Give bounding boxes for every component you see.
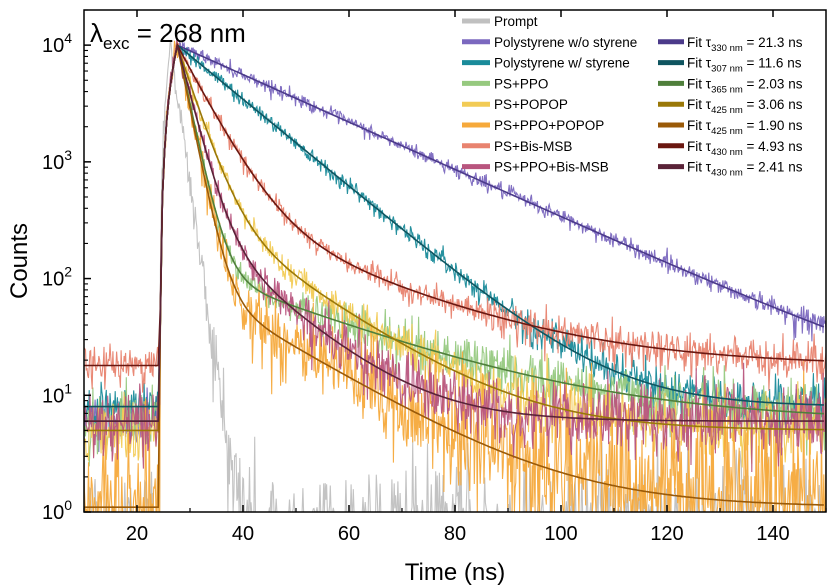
fit-wavelength: 330 nm — [711, 43, 743, 54]
series-ps-bis-msb — [84, 43, 826, 393]
y-tick-label: 100 — [42, 497, 72, 524]
legend-fit-label: Fit τ430 nm = 2.41 ns — [687, 160, 803, 179]
fit-prefix: Fit τ — [687, 139, 712, 154]
x-tick-label: 100 — [544, 523, 577, 545]
x-axis-title: Time (ns) — [405, 559, 505, 586]
legend-label: PS+PPO+Bis-MSB — [494, 160, 609, 175]
fit-prefix: Fit τ — [687, 118, 712, 133]
fit-wavelength: 430 nm — [711, 168, 743, 179]
fit-prefix: Fit τ — [687, 160, 712, 175]
legend-fit-label: Fit τ425 nm = 3.06 ns — [687, 97, 803, 116]
legend-label: Prompt — [494, 14, 538, 29]
y-tick-exponent: 0 — [64, 497, 72, 513]
y-tick-base: 10 — [42, 152, 64, 174]
fit-tau: = 21.3 ns — [743, 35, 803, 50]
x-tick-label: 140 — [756, 523, 789, 545]
y-axis-title: Counts — [6, 223, 33, 299]
x-tick-label: 120 — [650, 523, 683, 545]
legend-label: PS+PPO+POPOP — [494, 118, 604, 133]
fit-prefix: Fit τ — [687, 97, 712, 112]
y-tick-base: 10 — [42, 385, 64, 407]
fit-tau: = 11.6 ns — [743, 56, 802, 71]
fit-line-7 — [84, 44, 824, 422]
y-tick-exponent: 4 — [64, 30, 72, 46]
x-tick-label: 80 — [444, 523, 466, 545]
legend-label: PS+PPO — [494, 76, 548, 91]
fit-tau: = 2.41 ns — [743, 160, 803, 175]
fit-tau: = 1.90 ns — [743, 118, 803, 133]
legend-label: Polystyrene w/ styrene — [494, 56, 630, 71]
fit-prefix: Fit τ — [687, 35, 712, 50]
fit-line-3 — [84, 44, 824, 422]
legend: Prompt Polystyrene w/o styrene Polystyrene… — [462, 14, 803, 179]
legend-fit-label: Fit τ365 nm = 2.03 ns — [687, 76, 803, 95]
y-tick-label: 101 — [42, 380, 72, 407]
fit-line-5 — [84, 44, 824, 508]
fit-wavelength: 307 nm — [711, 64, 743, 75]
fit-wavelength: 425 nm — [711, 105, 743, 116]
legend-label: PS+Bis-MSB — [494, 139, 572, 154]
y-tick-label: 103 — [42, 147, 72, 174]
x-tick-label: 60 — [338, 523, 360, 545]
y-tick-exponent: 3 — [64, 147, 72, 163]
fit-tau: = 2.03 ns — [743, 76, 803, 91]
fit-line-2 — [84, 43, 824, 408]
fit-wavelength: 365 nm — [711, 84, 743, 95]
fit-tau: = 4.93 ns — [743, 139, 803, 154]
x-tick-label: 40 — [232, 523, 254, 545]
y-tick-label: 102 — [42, 264, 72, 291]
annotation-symbol: λ — [90, 18, 103, 48]
y-tick-label: 104 — [42, 30, 72, 57]
y-tick-base: 10 — [42, 35, 64, 57]
fit-line-6 — [84, 42, 824, 367]
legend-fit-label: Fit τ307 nm = 11.6 ns — [687, 56, 802, 75]
legend-fit-label: Fit τ425 nm = 1.90 ns — [687, 118, 803, 137]
y-tick-base: 10 — [42, 502, 64, 524]
fit-wavelength: 430 nm — [711, 147, 743, 158]
fit-line-1 — [84, 43, 825, 422]
fit-prefix: Fit τ — [687, 56, 712, 71]
series-layer — [84, 37, 826, 512]
legend-label: Polystyrene w/o styrene — [494, 35, 637, 50]
y-tick-base: 10 — [42, 269, 64, 291]
x-tick-label: 20 — [126, 523, 148, 545]
legend-fit-label: Fit τ430 nm = 4.93 ns — [687, 139, 803, 158]
excitation-annotation: λexc = 268 nm — [90, 18, 246, 53]
annotation-subscript: exc — [103, 34, 130, 53]
y-tick-exponent: 2 — [64, 264, 72, 280]
legend-label: PS+POPOP — [494, 97, 568, 112]
annotation-text: = 268 nm — [129, 18, 245, 48]
fit-tau: = 3.06 ns — [743, 97, 803, 112]
fit-line-4 — [84, 41, 824, 432]
fit-prefix: Fit τ — [687, 76, 712, 91]
legend-fit-label: Fit τ330 nm = 21.3 ns — [687, 35, 803, 54]
fit-wavelength: 425 nm — [711, 126, 743, 137]
y-tick-exponent: 1 — [64, 380, 72, 396]
